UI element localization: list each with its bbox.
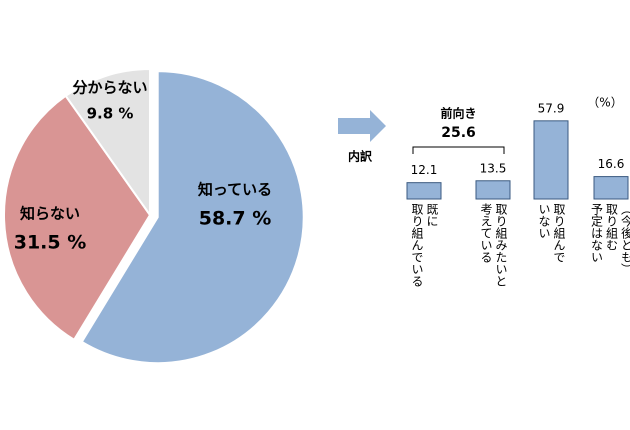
bar-category: 取り組んで いない	[537, 203, 566, 263]
bar-value: 12.1	[411, 163, 438, 177]
bar	[406, 182, 442, 200]
slice-label: 知っている	[198, 181, 272, 199]
bar-value: 57.9	[538, 101, 565, 115]
bar-value: 16.6	[598, 157, 625, 171]
bar	[533, 120, 569, 200]
unit-label: （%）	[587, 96, 622, 110]
slice-value: 9.8 %	[87, 105, 134, 123]
pie-slice	[80, 70, 305, 365]
pie-slice	[3, 94, 152, 342]
slice-label: 分からない	[72, 79, 147, 97]
bar	[593, 176, 629, 200]
bar-category: 既に 取り組んでいる	[410, 203, 439, 287]
bracket	[412, 146, 505, 154]
bar-category: （今後とも） 取り組む 予定はない	[589, 203, 630, 275]
arrow	[338, 110, 386, 142]
bar-value: 13.5	[480, 161, 507, 175]
bracket-label: 前向き	[440, 106, 476, 121]
breakdown-label: 内訳	[348, 149, 373, 164]
bar	[475, 180, 511, 200]
slice-value: 58.7 %	[199, 208, 272, 230]
bar-category: 取り組みたいと 考えている	[479, 203, 508, 287]
bracket-value: 25.6	[441, 125, 476, 141]
pie-slice	[64, 67, 151, 219]
slice-label: 知らない	[20, 205, 80, 223]
slice-value: 31.5 %	[14, 232, 87, 254]
